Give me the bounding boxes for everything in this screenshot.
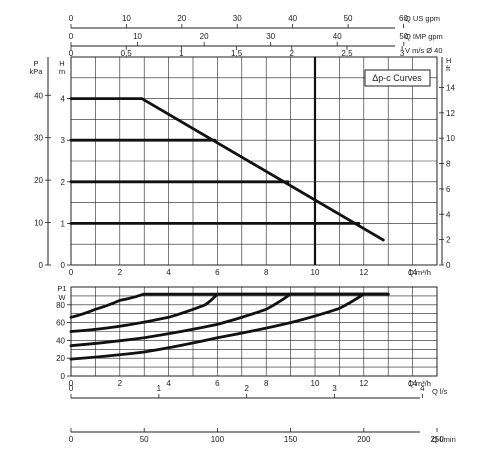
power-chart: 0 20 40 60 80 P1W 0 2 4 6 8 10 12 14Q m³/h — [56, 284, 438, 388]
ft-tick-label: 14 — [446, 83, 455, 92]
head-x-tick-label: 0 — [69, 268, 74, 277]
us-gpm-tick-label: 10 — [122, 14, 131, 23]
lmin-unit: Q l/min — [432, 435, 456, 444]
pressure-symbol: P — [33, 59, 38, 68]
power-curve-4 — [69, 292, 390, 361]
head-m-tick-label: 2 — [61, 178, 66, 187]
head-x-tick-label: 10 — [311, 268, 320, 277]
head-x-tick-label: 2 — [118, 268, 123, 277]
ls-tick-label: 4 — [420, 384, 425, 393]
lmin-tick-label: 100 — [211, 435, 225, 444]
power-x-tick-label: 8 — [264, 379, 269, 388]
head-ft-symbol: H — [446, 56, 451, 65]
ls-tick-label: 2 — [244, 384, 249, 393]
head-m-tick-label: 4 — [61, 95, 66, 104]
kpa-tick-label: 20 — [34, 176, 43, 185]
velocity-tick-label: 3 — [400, 49, 405, 58]
legend-box — [364, 69, 431, 87]
imp-gpm-tick-label: 50 — [399, 32, 408, 41]
imp-gpm-tick-label: 10 — [133, 32, 142, 41]
imp-gpm-tick-label: 0 — [69, 32, 74, 41]
head-x-tick-label: 8 — [264, 268, 269, 277]
power-curve-2 — [69, 292, 390, 333]
legend: Δp-c Curves — [364, 69, 431, 87]
us-gpm-tick-label: 20 — [177, 14, 186, 23]
lmin-tick-label: 50 — [140, 435, 149, 444]
imp-gpm-tick-label: 40 — [333, 32, 342, 41]
us-gpm-tick-label: 30 — [233, 14, 242, 23]
kpa-tick-label: 40 — [34, 91, 43, 100]
velocity-tick-label: 2 — [290, 49, 295, 58]
head-m-tick-label: 0 — [61, 261, 66, 270]
power-tick-label: 20 — [56, 354, 65, 363]
power-x-tick-label: 10 — [311, 379, 320, 388]
ft-tick-label: 8 — [446, 160, 451, 169]
us-gpm-tick-label: 40 — [288, 14, 297, 23]
us-gpm-tick-label: 50 — [344, 14, 353, 23]
lmin-tick-label: 0 — [69, 435, 74, 444]
power-tick-label: 80 — [56, 301, 65, 310]
head-symbol: H — [59, 59, 64, 68]
ls-tick-label: 0 — [69, 384, 74, 393]
ft-tick-label: 12 — [446, 109, 455, 118]
kpa-tick-label: 10 — [34, 219, 43, 228]
velocity-tick-label: 0,5 — [121, 49, 133, 58]
velocity-tick-label: 0 — [69, 49, 74, 58]
ls-tick-label: 3 — [332, 384, 337, 393]
head-ft-unit: ft — [446, 64, 451, 73]
lmin-tick-label: 200 — [357, 435, 371, 444]
velocity-tick-label: 2,5 — [341, 49, 353, 58]
head-m-tick-label: 3 — [61, 136, 66, 145]
head-x-tick-label: 12 — [359, 268, 368, 277]
kpa-tick-label: 0 — [39, 261, 44, 270]
us-gpm-tick-label: 0 — [69, 14, 74, 23]
ft-tick-label: 2 — [446, 236, 451, 245]
velocity-unit: V m/s Ø 40 — [405, 46, 443, 55]
imp-gpm-tick-label: 20 — [200, 32, 209, 41]
power-x-tick-label: 12 — [359, 379, 368, 388]
power-x-tick-label: 2 — [118, 379, 123, 388]
power-x-tick-label: 6 — [215, 379, 220, 388]
ft-tick-label: 10 — [446, 134, 455, 143]
ft-tick-label: 6 — [446, 185, 451, 194]
power-unit: W — [58, 293, 66, 302]
head-x-tick-label: 6 — [215, 268, 220, 277]
head-curve-1 — [69, 97, 385, 242]
imp-gpm-tick-label: 30 — [266, 32, 275, 41]
head-m-tick-label: 1 — [61, 219, 66, 228]
power-x-tick-label: 14 — [408, 379, 417, 388]
velocity-tick-label: 1,5 — [231, 49, 243, 58]
pressure-unit: kPa — [30, 67, 44, 76]
ft-tick-label: 0 — [446, 261, 451, 270]
power-x-unit: Q m³/h — [408, 379, 431, 388]
power-tick-label: 0 — [61, 372, 66, 381]
lmin-tick-label: 150 — [284, 435, 298, 444]
power-symbol: P1 — [57, 284, 66, 293]
ls-unit: Q l/s — [432, 387, 448, 396]
head-x-tick-label: 4 — [166, 268, 171, 277]
head-x-tick-label: 14 — [408, 268, 417, 277]
imp-gpm-unit: Q IMP gpm — [405, 32, 443, 41]
us-gpm-tick-label: 60 — [399, 14, 408, 23]
power-x-tick-label: 0 — [69, 379, 74, 388]
power-tick-label: 60 — [56, 319, 65, 328]
head-unit: m — [59, 67, 65, 76]
power-tick-label: 40 — [56, 336, 65, 345]
head-x-unit: Q m³/h — [408, 268, 431, 277]
us-gpm-unit: Q US gpm — [405, 14, 440, 23]
lmin-tick-label: 250 — [430, 435, 444, 444]
kpa-tick-label: 30 — [34, 134, 43, 143]
power-curve-3 — [69, 292, 390, 348]
velocity-tick-label: 1 — [179, 49, 184, 58]
ls-tick-label: 1 — [157, 384, 162, 393]
legend-label: Δp-c Curves — [372, 73, 422, 83]
ft-tick-label: 4 — [446, 210, 451, 219]
power-x-tick-label: 4 — [166, 379, 171, 388]
